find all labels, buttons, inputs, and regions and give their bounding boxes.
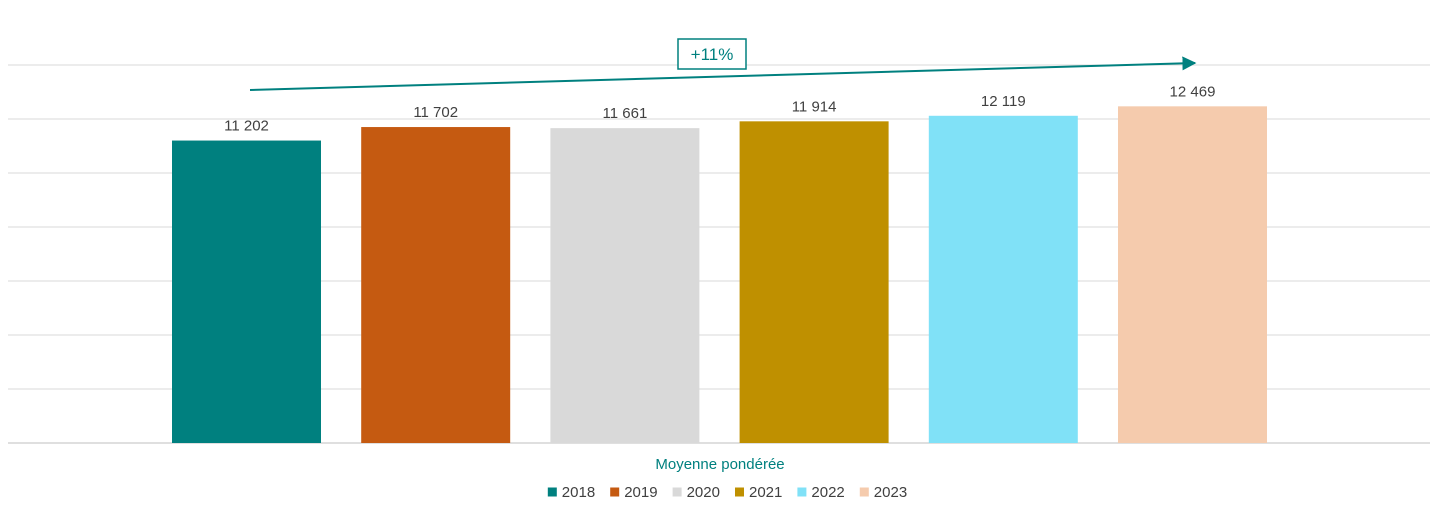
legend-swatch-2019 <box>610 487 620 497</box>
legend-label-2019: 2019 <box>624 484 657 501</box>
annotation-box <box>677 38 747 70</box>
value-labels-group: 11 202 11 702 11 661 11 914 12 119 12 469 <box>224 83 1215 134</box>
annotation-label: +11% <box>691 45 734 64</box>
bar-2019 <box>361 127 511 444</box>
bar-2020 <box>550 128 700 443</box>
value-label-2019: 11 702 <box>413 104 458 121</box>
legend-label-2023: 2023 <box>874 484 907 501</box>
bars-group <box>172 106 1267 444</box>
value-label-2023: 12 469 <box>1170 83 1216 100</box>
bar-2018 <box>172 140 321 443</box>
legend: 2018 2019 2020 2021 2022 2023 <box>547 484 907 501</box>
legend-swatch-2022 <box>797 487 807 497</box>
legend-swatch-2020 <box>672 487 682 497</box>
bar-2021 <box>739 121 889 444</box>
legend-swatch-2023 <box>859 487 869 497</box>
legend-label-2020: 2020 <box>687 484 720 501</box>
legend-label-2022: 2022 <box>811 484 844 501</box>
legend-swatch-2021 <box>735 487 744 497</box>
legend-swatch-2018 <box>547 487 557 497</box>
trend-annotation: +11% <box>249 38 1197 91</box>
legend-label-2021: 2021 <box>749 484 782 501</box>
bar-2023 <box>1118 106 1267 443</box>
value-label-2020: 11 661 <box>603 105 648 122</box>
category-label: Moyenne pondérée <box>655 456 784 473</box>
bar-2022 <box>928 115 1078 444</box>
legend-label-2018: 2018 <box>562 484 595 501</box>
value-label-2018: 11 202 <box>224 118 269 135</box>
trend-arrow <box>249 56 1197 91</box>
value-label-2022: 12 119 <box>981 93 1026 110</box>
value-label-2021: 11 914 <box>792 98 837 115</box>
